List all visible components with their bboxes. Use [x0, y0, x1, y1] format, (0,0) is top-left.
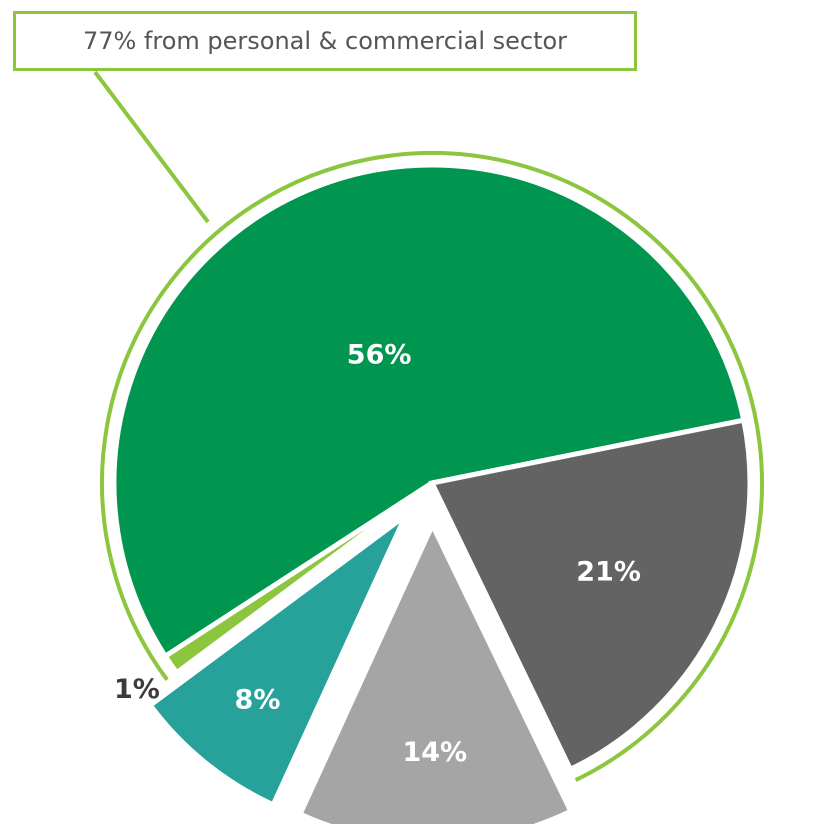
pie-slice-1	[161, 480, 434, 677]
callout-leader-line	[93, 70, 210, 224]
callout-box: 77% from personal & commercial sector	[13, 11, 637, 71]
pie-slice-8	[146, 513, 408, 809]
pie-slice-14	[296, 519, 575, 824]
slice-label-56: 56%	[347, 339, 412, 370]
slice-label-8: 8%	[235, 685, 281, 716]
pie-slice-56	[111, 162, 747, 660]
slice-label-21: 21%	[576, 557, 641, 588]
slice-label-1: 1%	[114, 674, 160, 705]
pie-slice-21	[428, 417, 753, 773]
group-outline-arc	[100, 151, 764, 782]
slice-label-14: 14%	[402, 737, 467, 768]
callout-text: 77% from personal & commercial sector	[82, 27, 568, 55]
